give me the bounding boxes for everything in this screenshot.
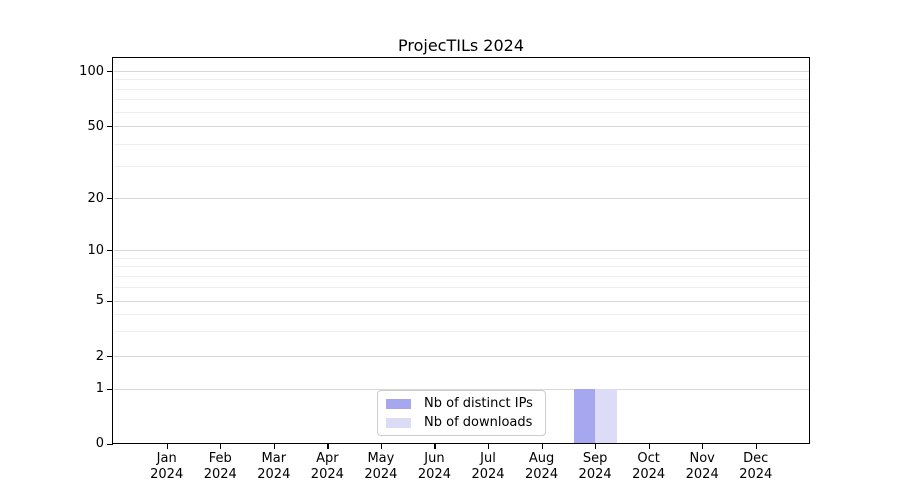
x-axis-tick-label: Mar 2024 bbox=[257, 451, 291, 482]
gridline-minor bbox=[113, 166, 810, 168]
x-axis-tick-label: Oct 2024 bbox=[632, 451, 666, 482]
gridline-minor bbox=[113, 314, 810, 316]
gridline-minor bbox=[113, 99, 810, 101]
legend-item-distinct-ips: Nb of distinct IPs bbox=[386, 396, 537, 411]
bar-distinct-ips-8 bbox=[573, 388, 596, 444]
x-axis-tick bbox=[595, 443, 597, 449]
gridline-major bbox=[113, 198, 810, 199]
x-axis-tick-label: Aug 2024 bbox=[525, 451, 559, 482]
y-axis-tick bbox=[106, 443, 113, 445]
x-axis-tick-label: Jun 2024 bbox=[417, 451, 451, 482]
x-axis-tick bbox=[434, 443, 436, 449]
gridline-minor bbox=[113, 143, 810, 145]
x-axis-tick-label: Jan 2024 bbox=[150, 451, 184, 482]
gridline-minor bbox=[113, 88, 810, 90]
x-axis-tick bbox=[220, 443, 222, 449]
legend-label-downloads: Nb of downloads bbox=[424, 415, 533, 430]
y-axis-tick-label: 20 bbox=[87, 190, 104, 206]
x-axis-tick-label: Dec 2024 bbox=[739, 451, 773, 482]
y-axis-tick bbox=[106, 388, 113, 390]
y-axis-tick-label: 0 bbox=[95, 436, 104, 451]
gridline-major bbox=[113, 250, 810, 251]
x-axis-tick-label: Nov 2024 bbox=[685, 451, 719, 482]
x-axis-tick-label: Sep 2024 bbox=[578, 451, 612, 482]
x-axis-tick-label: May 2024 bbox=[364, 451, 398, 482]
gridline-major bbox=[113, 356, 810, 357]
y-axis-tick-label: 50 bbox=[87, 118, 104, 134]
legend-swatch-downloads bbox=[386, 417, 411, 428]
gridline-major bbox=[113, 300, 810, 302]
legend: Nb of distinct IPs Nb of downloads bbox=[377, 390, 546, 436]
x-axis-tick bbox=[541, 443, 543, 449]
y-axis-tick-label: 10 bbox=[87, 242, 104, 258]
x-axis-tick-label: Jul 2024 bbox=[471, 451, 505, 482]
y-axis-tick-label: 2 bbox=[95, 348, 104, 364]
gridline-minor bbox=[113, 287, 810, 289]
chart-title: ProjecTILs 2024 bbox=[397, 36, 524, 55]
bar-downloads-8 bbox=[595, 388, 617, 444]
x-axis-tick bbox=[702, 443, 704, 449]
gridline-minor bbox=[113, 266, 810, 268]
y-axis-tick-label: 100 bbox=[79, 63, 104, 79]
x-axis-tick bbox=[380, 443, 383, 449]
x-axis-tick-label: Apr 2024 bbox=[310, 451, 344, 482]
y-axis-tick bbox=[106, 356, 113, 358]
gridline-major bbox=[113, 126, 810, 127]
y-axis-tick bbox=[106, 250, 113, 252]
x-axis-tick-label: Feb 2024 bbox=[203, 451, 237, 482]
y-axis-tick-label: 1 bbox=[95, 381, 104, 396]
gridline-minor bbox=[113, 111, 810, 113]
legend-label-distinct-ips: Nb of distinct IPs bbox=[424, 396, 533, 411]
gridline-minor bbox=[113, 79, 810, 81]
x-axis-tick bbox=[327, 443, 329, 449]
legend-item-downloads: Nb of downloads bbox=[386, 415, 537, 430]
x-axis-tick bbox=[273, 443, 275, 449]
x-axis-tick bbox=[488, 443, 490, 449]
y-axis-tick bbox=[106, 198, 113, 200]
gridline-minor bbox=[113, 257, 810, 259]
y-axis-tick bbox=[106, 71, 113, 73]
gridline-major bbox=[113, 71, 810, 72]
x-axis-tick bbox=[166, 443, 168, 449]
x-axis-tick bbox=[648, 443, 650, 449]
y-axis-tick bbox=[106, 126, 113, 128]
legend-swatch-distinct-ips bbox=[386, 398, 411, 409]
y-axis-tick bbox=[106, 300, 113, 302]
gridline-minor bbox=[113, 331, 810, 333]
gridline-major bbox=[113, 388, 810, 390]
gridline-minor bbox=[113, 275, 810, 277]
y-axis-tick-label: 5 bbox=[95, 293, 104, 308]
x-axis-tick bbox=[755, 443, 757, 449]
